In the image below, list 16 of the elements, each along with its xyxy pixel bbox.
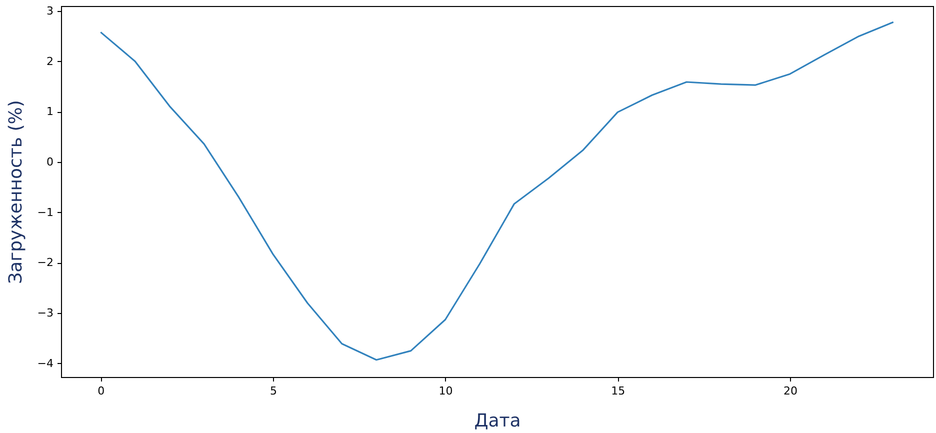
y-tick-label: −3 [37, 306, 54, 320]
y-tick-label: 1 [46, 105, 54, 118]
y-tick-label: 0 [46, 156, 54, 169]
x-tick-label: 10 [438, 384, 453, 398]
y-tick-label: −4 [37, 356, 54, 370]
x-tick-label: 20 [783, 384, 798, 398]
x-axis-title: Дата [474, 410, 521, 432]
line-series [100, 21, 894, 361]
y-tick-label: 2 [46, 54, 54, 68]
y-tick-label: 3 [46, 4, 54, 18]
x-tick-label: 5 [270, 384, 277, 398]
x-tick-label: 15 [611, 384, 626, 398]
x-tick-label: 0 [98, 384, 105, 398]
y-tick-label: −1 [37, 206, 54, 219]
y-tick-label: −2 [37, 256, 54, 270]
y-axis-title: Загруженность (%) [5, 100, 26, 284]
